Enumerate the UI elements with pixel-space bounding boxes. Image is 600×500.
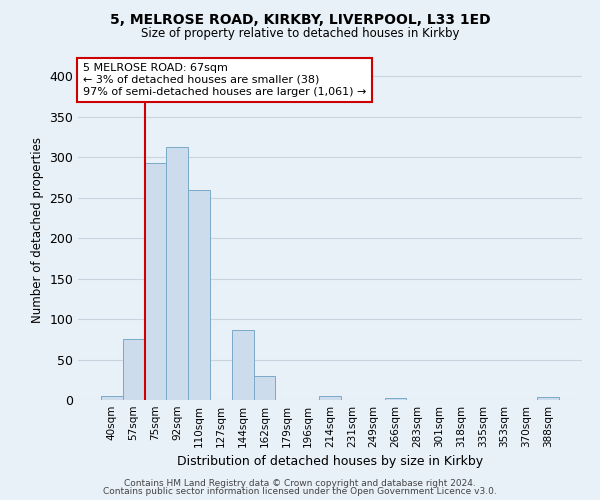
Bar xyxy=(537,397,559,400)
Bar xyxy=(232,330,254,400)
Text: Contains HM Land Registry data © Crown copyright and database right 2024.: Contains HM Land Registry data © Crown c… xyxy=(124,478,476,488)
Bar xyxy=(254,376,275,400)
Bar xyxy=(145,163,166,400)
Text: 5, MELROSE ROAD, KIRKBY, LIVERPOOL, L33 1ED: 5, MELROSE ROAD, KIRKBY, LIVERPOOL, L33 … xyxy=(110,12,490,26)
Bar xyxy=(385,398,406,400)
Text: Contains public sector information licensed under the Open Government Licence v3: Contains public sector information licen… xyxy=(103,487,497,496)
Bar xyxy=(319,396,341,400)
Text: 5 MELROSE ROAD: 67sqm
← 3% of detached houses are smaller (38)
97% of semi-detac: 5 MELROSE ROAD: 67sqm ← 3% of detached h… xyxy=(83,64,367,96)
X-axis label: Distribution of detached houses by size in Kirkby: Distribution of detached houses by size … xyxy=(177,456,483,468)
Bar xyxy=(188,190,210,400)
Bar xyxy=(123,340,145,400)
Y-axis label: Number of detached properties: Number of detached properties xyxy=(31,137,44,323)
Text: Size of property relative to detached houses in Kirkby: Size of property relative to detached ho… xyxy=(141,28,459,40)
Bar xyxy=(166,146,188,400)
Bar xyxy=(101,396,123,400)
